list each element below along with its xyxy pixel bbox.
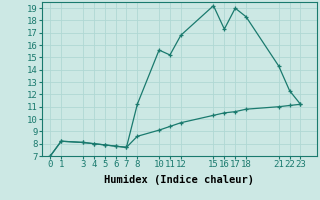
X-axis label: Humidex (Indice chaleur): Humidex (Indice chaleur)	[104, 175, 254, 185]
